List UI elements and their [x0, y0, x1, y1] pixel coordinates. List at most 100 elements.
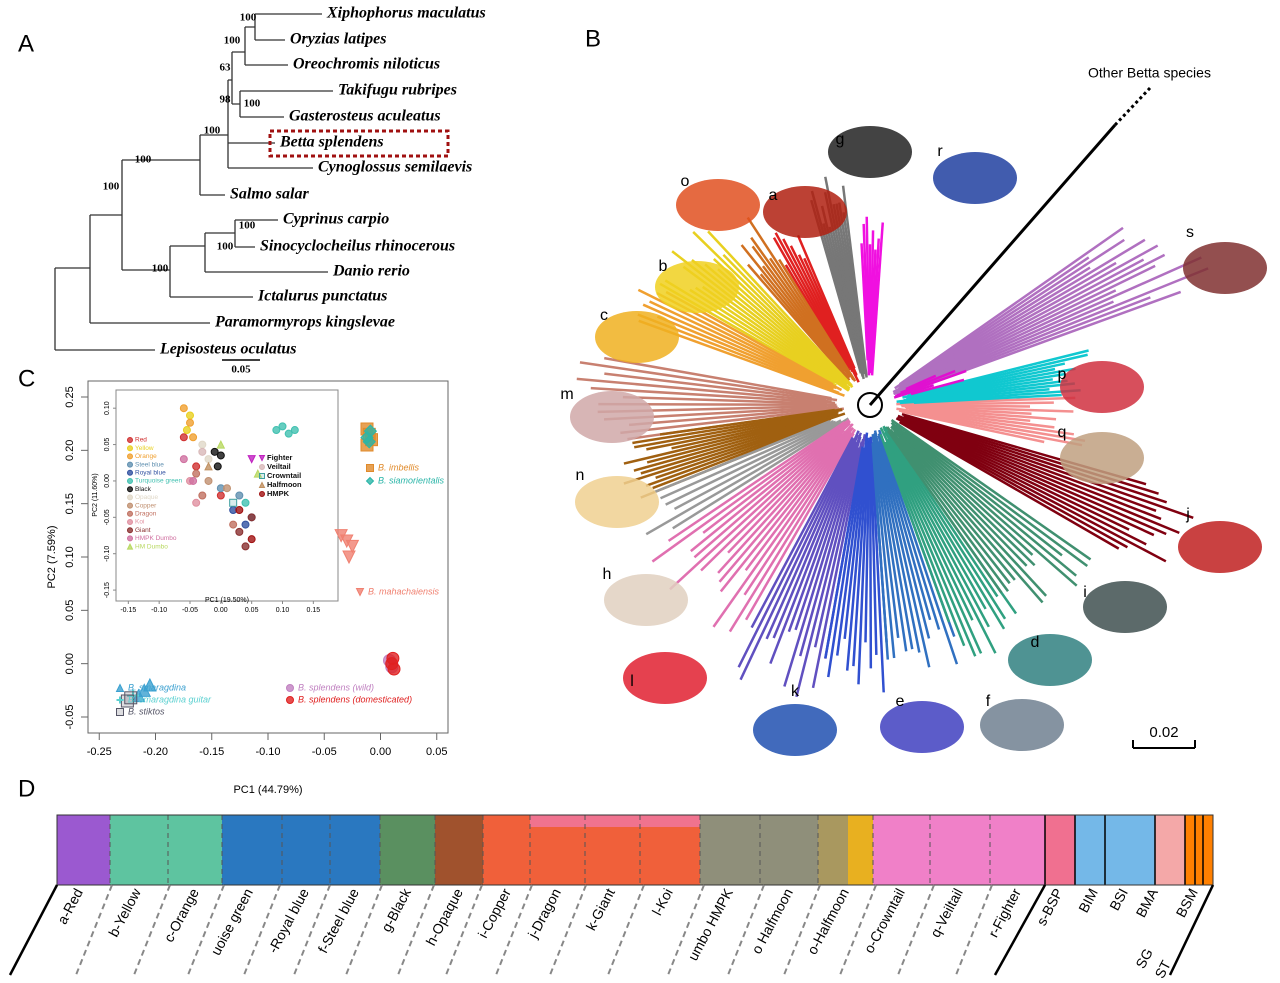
- branch: [884, 431, 987, 610]
- highlight-box: [268, 129, 450, 158]
- x-tick-label: -0.25: [87, 746, 112, 758]
- branch: [903, 414, 1168, 504]
- branch: [873, 440, 900, 639]
- point: [210, 447, 219, 456]
- divider: [293, 884, 331, 976]
- y-tick-label: 0.00: [104, 474, 111, 488]
- branch: [744, 426, 855, 572]
- branch: [898, 238, 1125, 387]
- point: [126, 542, 134, 550]
- fish-photo: [880, 701, 964, 753]
- divider: [667, 884, 705, 976]
- branch: [893, 384, 935, 399]
- branch: [890, 425, 1028, 567]
- legend-label: B. splendens (domesticated): [298, 694, 412, 704]
- point: [247, 513, 256, 522]
- fish-photo: [575, 476, 659, 528]
- fish-photo: [828, 126, 912, 178]
- point: [216, 451, 225, 460]
- divider: [549, 884, 587, 976]
- group-label: BMA: [1133, 885, 1162, 920]
- legend-label: B. splendens (wild): [298, 682, 374, 692]
- legend-label: B. smaragdina: [128, 682, 186, 692]
- panel-label: C: [18, 365, 35, 392]
- point: [127, 445, 133, 452]
- legend-label: B. imbellis: [378, 462, 420, 472]
- point: [127, 437, 133, 443]
- branch: [864, 437, 871, 643]
- legend-label: Yellow: [135, 445, 154, 452]
- legend-label: HMPK Dumbo: [135, 535, 177, 542]
- point: [366, 464, 374, 472]
- point: [259, 473, 265, 479]
- ancestry-block: [57, 815, 110, 885]
- divider: [783, 884, 821, 976]
- branch: [718, 430, 849, 583]
- legend-label: Dragon: [135, 511, 157, 518]
- branch: [877, 433, 941, 630]
- divider: [993, 884, 1047, 976]
- clade-label: i: [1083, 584, 1087, 601]
- group-label: i-Copper: [475, 885, 514, 940]
- group-label: BSM: [1173, 886, 1201, 920]
- point: [229, 498, 238, 507]
- branch: [693, 423, 849, 559]
- y-tick-label: 0.20: [64, 440, 76, 461]
- legend-label: B. stiktos: [128, 706, 165, 716]
- root-node: [857, 392, 883, 418]
- branch: [913, 393, 1062, 404]
- point: [259, 491, 265, 497]
- point: [235, 491, 244, 500]
- point: [247, 455, 256, 464]
- point: [127, 486, 133, 493]
- point: [189, 476, 198, 485]
- branch: [824, 446, 864, 659]
- x-tick-label: 0.00: [370, 746, 391, 758]
- branch: [886, 426, 1011, 585]
- branch: [707, 230, 853, 387]
- branch: [884, 441, 977, 657]
- branch: [887, 430, 1003, 594]
- branch: [894, 369, 967, 398]
- legend-label: B. smaragdina guitar: [128, 694, 212, 704]
- branch: [665, 420, 837, 506]
- branch: [772, 434, 859, 639]
- branch: [901, 404, 1074, 413]
- clade-label: r: [937, 143, 943, 160]
- branch: [622, 395, 828, 405]
- species-label: Oreochromis niloticus: [293, 56, 440, 73]
- branch: [845, 437, 869, 671]
- divider: [75, 884, 113, 976]
- branch: [659, 408, 835, 436]
- legend-label: B. mahachaiensis: [368, 586, 440, 596]
- fish-photo: [753, 704, 837, 756]
- branch: [895, 423, 1089, 568]
- branch: [702, 428, 840, 534]
- ancestry-mix: [530, 815, 700, 827]
- bar-frame: [56, 814, 1214, 886]
- branch: [656, 315, 834, 391]
- species-label: Lepisosteus oculatus: [159, 341, 296, 358]
- legend-label: Koi: [135, 519, 144, 526]
- fish-photo: [655, 261, 739, 313]
- branch: [649, 300, 832, 388]
- branch: [891, 426, 1036, 567]
- ancestry-block: [1185, 815, 1213, 885]
- species-label: Paramormyrops kingslevae: [214, 314, 395, 331]
- fish-photo: [980, 699, 1064, 751]
- branch: [712, 433, 851, 628]
- branch: [778, 258, 857, 382]
- branch: [910, 407, 1031, 423]
- x-tick-label: 0.15: [307, 607, 321, 614]
- fish-photo: [1060, 432, 1144, 484]
- y-axis-label: PC2 (7.59%): [46, 526, 58, 589]
- branch: [727, 432, 844, 554]
- x-tick-label: -0.20: [143, 746, 168, 758]
- branch: [879, 427, 974, 621]
- branch: [604, 356, 832, 400]
- group-label: ST: [1151, 957, 1174, 981]
- branch: [660, 420, 835, 500]
- branch: [896, 407, 1075, 436]
- legend-label: Crowntail: [267, 471, 301, 480]
